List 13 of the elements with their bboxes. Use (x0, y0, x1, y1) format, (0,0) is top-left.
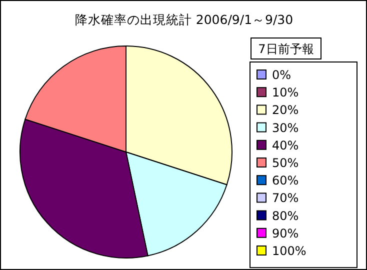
legend-label: 30% (272, 120, 299, 135)
legend-label: 40% (272, 138, 299, 152)
chart-title: 降水確率の出現統計 2006/9/1～9/30 (74, 12, 294, 27)
legend-label: 0% (272, 68, 292, 82)
legend-label: 100% (272, 244, 306, 258)
legend-label: 50% (272, 156, 299, 170)
legend-label: 20% (272, 103, 299, 118)
legend-title: 7日前予報 (258, 42, 314, 56)
legend-label: 80% (272, 208, 299, 223)
legend-label: 90% (272, 226, 299, 240)
legend-label: 60% (272, 174, 299, 188)
legend-label: 70% (272, 191, 299, 206)
legend-label: 10% (272, 86, 299, 100)
